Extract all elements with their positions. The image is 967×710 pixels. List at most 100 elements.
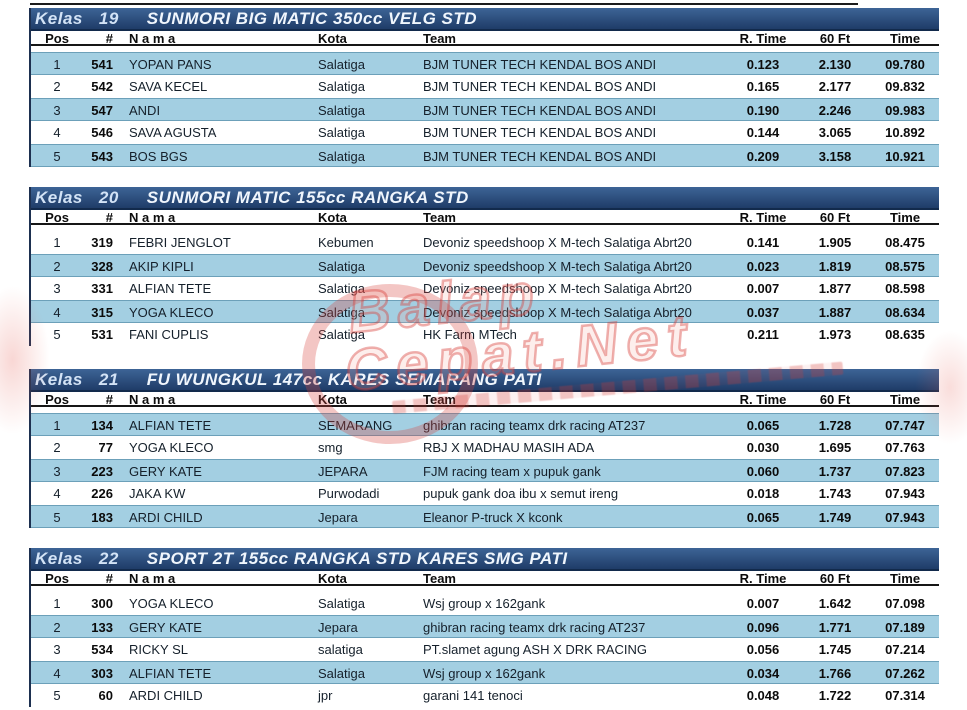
cell-number: 534 [91,642,113,657]
column-header-row: Pos # N a m a Kota Team R. Time 60 Ft Ti… [31,392,939,407]
cell-time: 07.262 [885,666,925,681]
table-row: 2 77 YOGA KLECO smg RBJ X MADHAU MASIH A… [31,436,939,459]
cell-60ft: 2.130 [818,57,852,72]
cell-kota: Salatiga [318,149,365,164]
col-header-rtime: R. Time [739,392,787,405]
cell-pos: 1 [53,235,61,250]
cell-kota: Salatiga [318,666,365,681]
cell-rtime: 0.165 [746,79,780,94]
cell-rtime: 0.037 [746,305,780,320]
kelas-number: 19 [98,8,119,28]
col-header-time: Time [889,31,921,44]
cell-kota: Jepara [318,620,358,635]
col-header-kota: Kota [318,210,347,223]
col-header-time: Time [889,392,921,405]
cell-nama: ANDI [129,103,161,118]
cell-kota: jpr [318,688,333,703]
table-row: 3 223 GERY KATE JEPARA FJM racing team x… [31,459,939,482]
col-header-60ft: 60 Ft [819,210,851,223]
cell-nama: ALFIAN TETE [129,666,212,681]
cell-kota: Kebumen [318,235,374,250]
col-header-kota: Kota [318,392,347,405]
cell-60ft: 1.695 [818,440,852,455]
rows-container: 1 134 ALFIAN TETE SEMARANG ghibran racin… [31,413,939,528]
cell-rtime: 0.007 [746,281,780,296]
table-row: 2 328 AKIP KIPLI Salatiga Devoniz speeds… [31,254,939,277]
cell-rtime: 0.123 [746,57,780,72]
section-left-border [29,369,31,528]
cell-team: ghibran racing teamx drk racing AT237 [423,620,646,635]
cell-rtime: 0.096 [746,620,780,635]
table-row: 3 547 ANDI Salatiga BJM TUNER TECH KENDA… [31,98,939,121]
table-row: 2 133 GERY KATE Jepara ghibran racing te… [31,615,939,638]
cell-pos: 2 [53,79,61,94]
cell-60ft: 1.766 [818,666,852,681]
cell-rtime: 0.048 [746,688,780,703]
cell-team: pupuk gank doa ibu x semut ireng [423,486,619,501]
cell-time: 07.747 [885,418,925,433]
cell-team: garani 141 tenoci [423,688,523,703]
cell-pos: 4 [53,305,61,320]
cell-nama: SAVA KECEL [129,79,208,94]
cell-pos: 5 [53,688,61,703]
cell-60ft: 2.177 [818,79,852,94]
cell-kota: Salatiga [318,79,365,94]
col-header-team: Team [423,392,456,405]
table-row: 4 315 YOGA KLECO Salatiga Devoniz speeds… [31,300,939,323]
table-row: 1 300 YOGA KLECO Salatiga Wsj group x 16… [31,592,939,615]
section-left-border [29,187,31,346]
page-top-border [30,3,858,5]
col-header-kota: Kota [318,571,347,584]
cell-number: 319 [91,235,113,250]
cell-rtime: 0.018 [746,486,780,501]
table-row: 5 60 ARDI CHILD jpr garani 141 tenoci 0.… [31,684,939,707]
cell-nama: FEBRI JENGLOT [129,235,231,250]
cell-time: 07.098 [885,596,925,611]
cell-time: 08.634 [885,305,925,320]
cell-nama: ARDI CHILD [129,510,203,525]
rows-container: 1 319 FEBRI JENGLOT Kebumen Devoniz spee… [31,231,939,346]
cell-60ft: 1.737 [818,464,852,479]
table-row: 1 541 YOPAN PANS Salatiga BJM TUNER TECH… [31,52,939,75]
cell-time: 09.780 [885,57,925,72]
cell-number: 300 [91,596,113,611]
cell-team: BJM TUNER TECH KENDAL BOS ANDI [423,57,657,72]
kelas-number: 21 [98,369,119,389]
cell-60ft: 1.749 [818,510,852,525]
col-header-rtime: R. Time [739,571,787,584]
cell-time: 07.763 [885,440,925,455]
table-row: 5 183 ARDI CHILD Jepara Eleanor P-truck … [31,505,939,528]
cell-rtime: 0.209 [746,149,780,164]
table-row: 4 546 SAVA AGUSTA Salatiga BJM TUNER TEC… [31,121,939,144]
cell-number: 226 [91,486,113,501]
cell-time: 10.921 [885,149,925,164]
cell-nama: AKIP KIPLI [129,259,194,274]
cell-rtime: 0.065 [746,510,780,525]
cell-number: 133 [91,620,113,635]
cell-time: 07.314 [885,688,925,703]
kelas-title: FU WUNGKUL 147cc KARES SEMARANG PATI [146,369,542,389]
cell-rtime: 0.056 [746,642,780,657]
cell-number: 134 [91,418,113,433]
cell-number: 60 [98,688,113,703]
cell-number: 543 [91,149,113,164]
kelas-label: Kelas [35,369,83,389]
cell-team: ghibran racing teamx drk racing AT237 [423,418,646,433]
cell-number: 328 [91,259,113,274]
cell-team: PT.slamet agung ASH X DRK RACING [423,642,647,657]
cell-team: Wsj group x 162gank [423,596,546,611]
col-header-pos: Pos [45,571,69,584]
cell-rtime: 0.034 [746,666,780,681]
cell-pos: 1 [53,57,61,72]
section-left-border [29,8,31,167]
cell-nama: ALFIAN TETE [129,418,212,433]
cell-60ft: 1.722 [818,688,852,703]
cell-team: Eleanor P-truck X kconk [423,510,563,525]
kelas-number: 20 [98,187,119,207]
cell-pos: 4 [53,486,61,501]
kelas-title: SPORT 2T 155cc RANGKA STD KARES SMG PATI [146,548,568,568]
kelas-section: Kelas 21 FU WUNGKUL 147cc KARES SEMARANG… [29,369,939,528]
cell-time: 09.832 [885,79,925,94]
cell-pos: 3 [53,642,61,657]
cell-nama: YOPAN PANS [129,57,212,72]
